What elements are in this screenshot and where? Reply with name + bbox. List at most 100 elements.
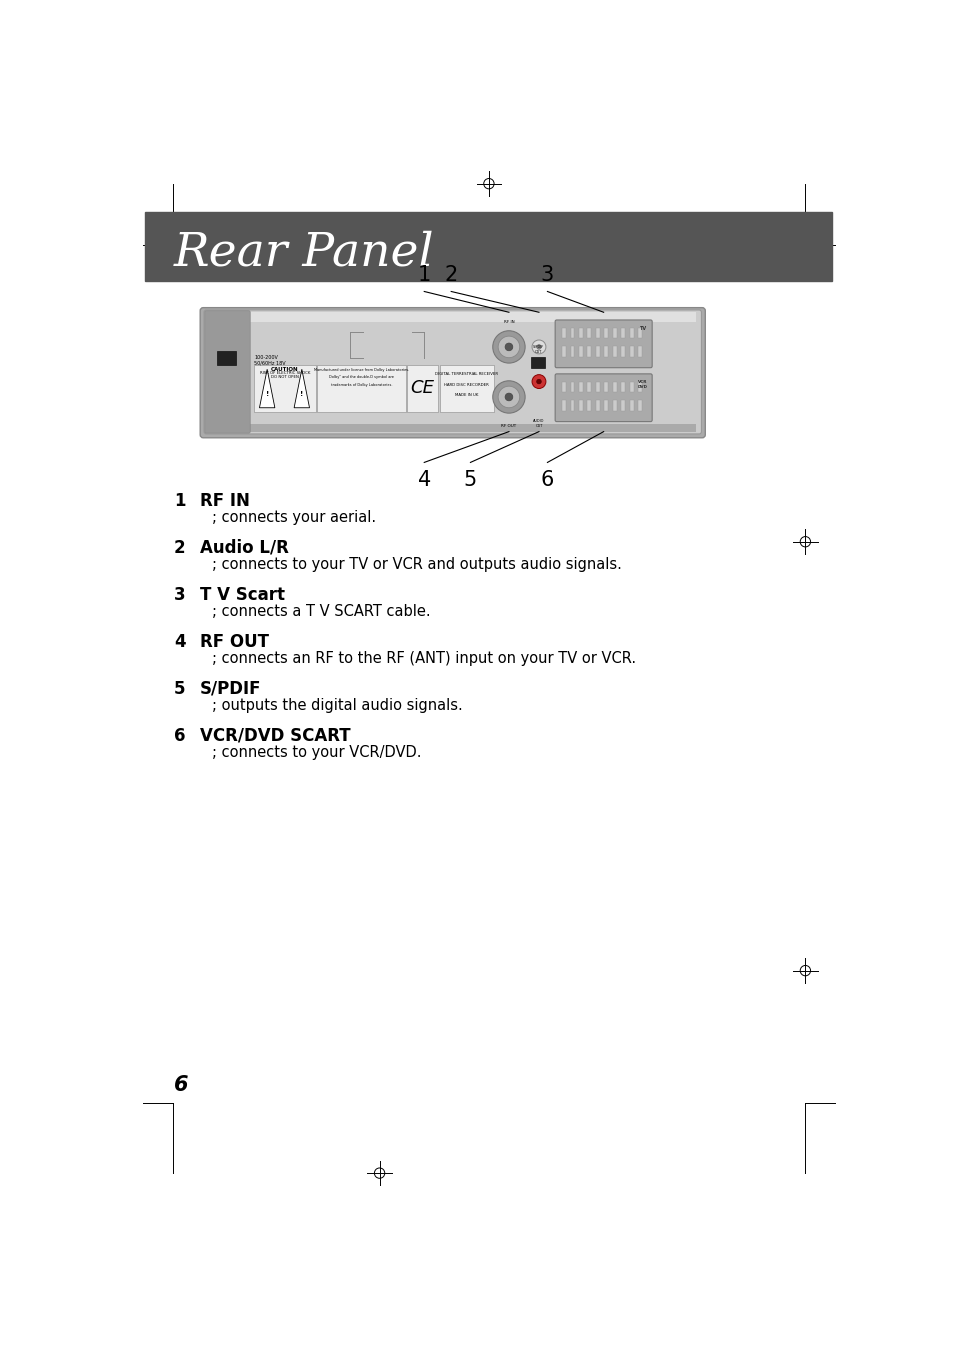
Bar — [570, 346, 574, 357]
Text: 2: 2 — [444, 265, 457, 285]
Circle shape — [504, 343, 513, 351]
Text: 100-200V
50/60Hz 18V: 100-200V 50/60Hz 18V — [253, 354, 285, 365]
Bar — [561, 400, 565, 411]
Text: ; connects your aerial.: ; connects your aerial. — [213, 511, 376, 526]
Bar — [620, 346, 624, 357]
Bar — [561, 381, 565, 392]
Bar — [604, 328, 608, 339]
Bar — [561, 346, 565, 357]
Bar — [210, 312, 696, 322]
Bar — [587, 381, 591, 392]
Text: Dolby" and the double-D symbol are: Dolby" and the double-D symbol are — [329, 376, 394, 380]
Text: HARD DISC RECORDER: HARD DISC RECORDER — [444, 382, 489, 386]
Text: 1: 1 — [417, 265, 431, 285]
Text: ; outputs the digital audio signals.: ; outputs the digital audio signals. — [213, 698, 463, 713]
Bar — [629, 381, 633, 392]
Text: 5: 5 — [173, 680, 185, 697]
Text: 6: 6 — [173, 727, 185, 744]
Bar — [587, 400, 591, 411]
Text: 6: 6 — [540, 470, 554, 490]
FancyBboxPatch shape — [200, 308, 704, 438]
Circle shape — [493, 331, 524, 363]
Bar — [587, 346, 591, 357]
Bar — [578, 381, 582, 392]
Bar — [612, 346, 616, 357]
Bar — [612, 328, 616, 339]
Text: S/PDIF
OUT: S/PDIF OUT — [532, 346, 543, 354]
Text: VCR/DVD SCART: VCR/DVD SCART — [200, 727, 351, 744]
Text: RF OUT: RF OUT — [500, 424, 516, 428]
Bar — [570, 328, 574, 339]
Bar — [638, 346, 641, 357]
Bar — [596, 328, 599, 339]
Text: 1: 1 — [173, 492, 185, 509]
Text: ; connects to your TV or VCR and outputs audio signals.: ; connects to your TV or VCR and outputs… — [213, 557, 621, 571]
Circle shape — [532, 340, 545, 354]
Text: Audio L/R: Audio L/R — [200, 539, 289, 557]
Text: 5: 5 — [463, 470, 476, 490]
Bar — [629, 328, 633, 339]
Text: ; connects an RF to the RF (ANT) input on your TV or VCR.: ; connects an RF to the RF (ANT) input o… — [213, 651, 636, 666]
FancyBboxPatch shape — [204, 309, 700, 434]
Bar — [612, 381, 616, 392]
Bar — [217, 351, 235, 365]
Circle shape — [537, 345, 540, 349]
Text: ; connects to your VCR/DVD.: ; connects to your VCR/DVD. — [213, 744, 421, 761]
Text: Rear Panel: Rear Panel — [173, 231, 435, 276]
FancyBboxPatch shape — [205, 311, 250, 434]
Bar — [587, 328, 591, 339]
Bar — [578, 328, 582, 339]
Text: 2: 2 — [173, 539, 186, 557]
Bar — [210, 424, 696, 431]
Text: 4: 4 — [173, 632, 186, 651]
Bar — [620, 328, 624, 339]
Text: MADE IN UK: MADE IN UK — [455, 393, 477, 397]
Text: !: ! — [265, 392, 269, 397]
Bar — [570, 400, 574, 411]
Bar — [561, 328, 565, 339]
Text: !: ! — [300, 392, 303, 397]
Bar — [439, 365, 493, 412]
Bar — [145, 212, 831, 281]
Bar — [612, 400, 616, 411]
FancyBboxPatch shape — [555, 320, 652, 367]
Bar — [620, 400, 624, 411]
Text: ; connects a T V SCART cable.: ; connects a T V SCART cable. — [213, 604, 431, 619]
Text: RF IN: RF IN — [200, 492, 250, 509]
Circle shape — [497, 386, 519, 408]
Bar — [629, 346, 633, 357]
Text: S/PDIF: S/PDIF — [200, 680, 261, 697]
Text: RF OUT: RF OUT — [200, 632, 269, 651]
Text: DIGITAL TERRESTRIAL RECEIVER: DIGITAL TERRESTRIAL RECEIVER — [435, 372, 497, 376]
Text: RF IN: RF IN — [503, 320, 514, 324]
Text: 3: 3 — [540, 265, 554, 285]
Text: RISK OF ELECTRIC SHOCK
DO NOT OPEN: RISK OF ELECTRIC SHOCK DO NOT OPEN — [259, 372, 310, 380]
Polygon shape — [294, 369, 309, 408]
Text: 6: 6 — [173, 1074, 189, 1094]
Circle shape — [532, 374, 545, 389]
Bar — [604, 400, 608, 411]
Text: Manufactured under license from Dolby Laboratories.: Manufactured under license from Dolby La… — [314, 367, 409, 372]
Circle shape — [493, 381, 524, 413]
Bar — [317, 365, 405, 412]
Bar — [578, 346, 582, 357]
Bar — [531, 357, 544, 367]
Text: TV: TV — [639, 326, 647, 331]
Text: AUDIO
OUT: AUDIO OUT — [533, 419, 544, 428]
Text: 4: 4 — [417, 470, 431, 490]
Bar — [638, 328, 641, 339]
FancyBboxPatch shape — [555, 374, 652, 422]
Circle shape — [537, 380, 540, 384]
Bar — [407, 365, 437, 412]
Text: 3: 3 — [173, 585, 186, 604]
Bar — [604, 346, 608, 357]
Bar — [596, 381, 599, 392]
Bar — [604, 381, 608, 392]
Bar — [620, 381, 624, 392]
Text: trademarks of Dolby Laboratories.: trademarks of Dolby Laboratories. — [331, 384, 392, 388]
Bar — [629, 400, 633, 411]
Bar — [578, 400, 582, 411]
Bar — [596, 346, 599, 357]
Bar — [253, 365, 315, 412]
Polygon shape — [259, 369, 274, 408]
